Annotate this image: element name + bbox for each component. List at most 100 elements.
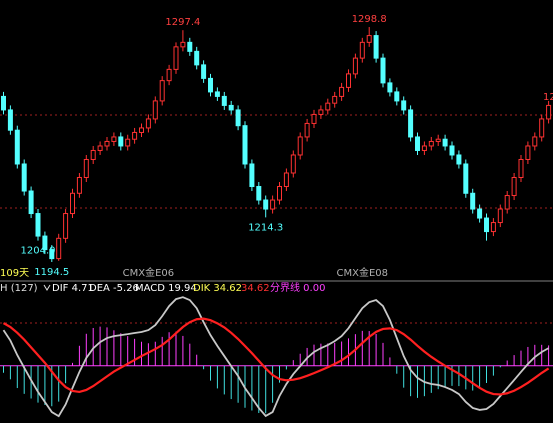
candle-body	[497, 208, 503, 224]
candle-body	[228, 104, 234, 111]
candle-body	[408, 109, 414, 138]
candle-body	[463, 163, 469, 194]
candle-body	[111, 136, 117, 142]
extreme-label: 1194.5	[34, 267, 69, 278]
candle-body	[166, 68, 172, 82]
candle-body	[415, 136, 420, 151]
candle-body	[532, 136, 538, 147]
candle-body	[194, 50, 200, 66]
extreme-label: 1214.3	[248, 222, 283, 233]
candle-body	[352, 57, 358, 75]
candle-body	[359, 41, 365, 59]
header-item: H (127)	[0, 283, 38, 294]
candle-body	[401, 100, 407, 111]
candle-body	[180, 41, 186, 48]
x-tick-label: CMX金E06	[123, 266, 175, 279]
candle-body	[7, 109, 13, 131]
candle-body	[283, 172, 289, 188]
candle-body	[221, 95, 227, 106]
candle-body	[449, 145, 455, 156]
candle-body	[380, 57, 386, 84]
candle-body	[311, 113, 317, 124]
indicator-line	[2, 296, 550, 418]
candle-body	[118, 136, 124, 147]
candle-body	[208, 77, 213, 93]
header-item: DIK 34.62	[193, 283, 242, 294]
candle-body	[525, 145, 531, 160]
edge-label: 12	[543, 92, 553, 103]
candle-body	[49, 249, 55, 260]
candle-body	[90, 149, 96, 160]
candle-body	[21, 163, 27, 192]
candle-body	[421, 145, 427, 151]
period-label: 109天	[0, 268, 29, 279]
extreme-label: 1204.0	[21, 246, 56, 257]
candle-body	[104, 140, 110, 147]
candle-body	[346, 73, 351, 88]
candle-body	[456, 154, 462, 165]
candle-body	[83, 158, 89, 179]
candle-body	[159, 80, 165, 102]
extreme-label: 1297.4	[165, 17, 200, 28]
candle-body	[277, 186, 282, 201]
candle-body	[518, 158, 524, 179]
candle-body	[28, 190, 34, 215]
candle-body	[428, 140, 434, 147]
candle-body	[1, 95, 6, 111]
candle-body	[539, 118, 545, 138]
header-item: DEA -5.26	[89, 283, 139, 294]
candle-body	[139, 127, 144, 133]
dropdown-icon[interactable]	[43, 284, 51, 291]
header-item: 分界线 0.00	[270, 281, 325, 294]
header-item: MACD 19.94	[135, 283, 197, 294]
candle-body	[242, 125, 248, 165]
candle-body	[339, 86, 345, 97]
candle-body	[297, 136, 303, 156]
candle-body	[125, 138, 131, 147]
candle-body	[76, 177, 82, 194]
candle-body	[35, 213, 41, 237]
candle-body	[152, 100, 158, 120]
candle-body	[187, 41, 193, 52]
candle-body	[214, 91, 220, 97]
x-tick-label: CMX金E08	[337, 266, 389, 279]
candle-body	[235, 109, 241, 127]
candle-body	[270, 199, 276, 210]
candle-body	[56, 237, 62, 260]
candle-body	[97, 145, 103, 151]
header-item: 34.62	[241, 283, 270, 294]
candle-body	[325, 102, 331, 111]
candle-body	[70, 192, 75, 215]
candle-body	[145, 118, 151, 129]
candle-body	[201, 64, 207, 79]
candle-body	[263, 199, 269, 210]
candle-body	[366, 35, 372, 43]
candle-body	[290, 154, 296, 174]
candle-body	[484, 217, 489, 233]
candle-body	[318, 109, 324, 115]
candle-body	[173, 46, 179, 70]
candle-body	[504, 195, 510, 210]
candle-body	[435, 138, 441, 142]
candle-body	[490, 222, 496, 233]
candle-body	[373, 35, 379, 59]
candle-body	[42, 235, 48, 251]
candle-body	[132, 131, 138, 140]
candle-body	[387, 82, 393, 93]
indicator-line	[2, 317, 550, 396]
candle-body	[477, 208, 483, 219]
extreme-label: 1298.8	[352, 14, 387, 25]
candle-body	[256, 186, 262, 201]
candle-body	[394, 91, 400, 102]
candle-body	[546, 104, 552, 120]
candle-body	[511, 177, 517, 197]
candle-body	[304, 122, 310, 138]
candle-body	[442, 138, 448, 147]
indicator-header: H (127) DIF 4.71 DEA -5.26 MACD 19.94 DI…	[0, 281, 325, 294]
candle-body	[249, 163, 255, 188]
header-item: DIF 4.71	[52, 283, 94, 294]
candle-body	[63, 213, 69, 239]
